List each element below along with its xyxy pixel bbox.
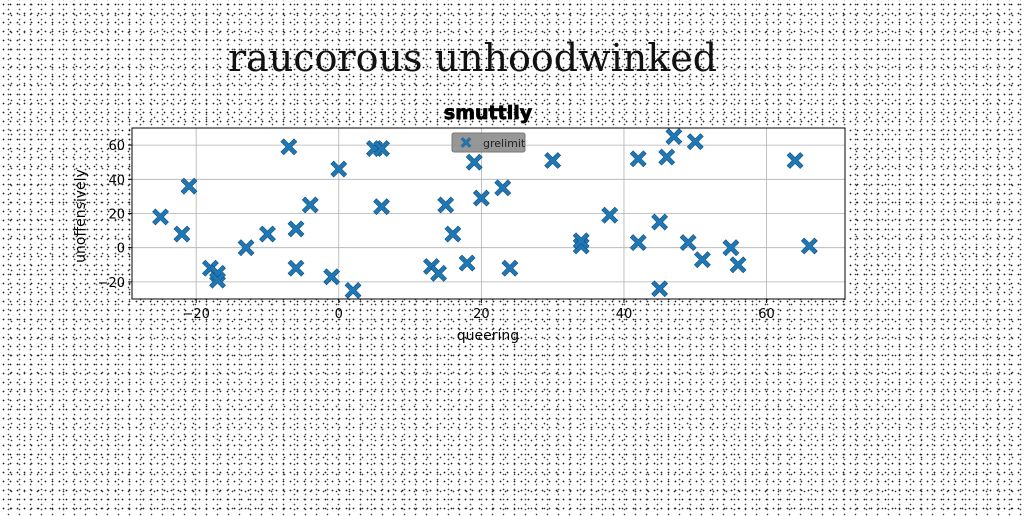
data-point xyxy=(287,220,305,238)
data-point xyxy=(209,271,226,289)
data-point xyxy=(800,237,818,255)
data-point xyxy=(729,256,747,274)
x-tick-label: 40 xyxy=(616,307,633,322)
legend: grelimit xyxy=(451,132,526,153)
x-tick-label: −20 xyxy=(182,307,209,322)
data-point xyxy=(301,196,319,214)
data-point xyxy=(722,239,740,257)
data-point xyxy=(601,206,619,224)
data-point xyxy=(373,140,390,157)
data-point xyxy=(665,128,683,145)
data-point xyxy=(786,152,804,169)
x-axis-label: queering xyxy=(457,328,519,344)
legend-marker-x xyxy=(460,137,472,148)
y-tick-label: −20 xyxy=(98,276,125,291)
data-point xyxy=(330,160,348,178)
x-tick-label: 0 xyxy=(335,307,343,322)
data-point xyxy=(629,150,647,168)
chart-title: smuttily xyxy=(444,102,533,124)
axis-ticks: −20 0 20 40 60 −20 0 20 40 60 xyxy=(98,139,775,322)
x-tick-label: 20 xyxy=(473,307,490,322)
data-point xyxy=(344,282,362,299)
data-point xyxy=(501,259,519,277)
data-point xyxy=(472,189,490,207)
data-point xyxy=(323,268,341,286)
data-point xyxy=(259,225,276,243)
y-tick-label: 60 xyxy=(108,139,125,154)
data-point xyxy=(465,153,483,171)
data-point xyxy=(280,138,298,156)
y-tick-label: 40 xyxy=(108,173,125,188)
data-point xyxy=(572,232,590,250)
data-point xyxy=(629,234,647,251)
data-point xyxy=(444,225,462,243)
y-tick-label: 20 xyxy=(108,208,125,223)
page-title: raucorous unhoodwinked xyxy=(228,36,718,80)
data-point xyxy=(373,198,390,216)
legend-label: grelimit xyxy=(483,137,526,150)
x-tick-label: 60 xyxy=(758,307,775,322)
data-point xyxy=(494,179,512,197)
data-point xyxy=(287,259,305,277)
data-point xyxy=(173,225,191,243)
data-point xyxy=(679,234,697,251)
legend-box xyxy=(451,132,526,153)
y-tick-label: 0 xyxy=(117,242,125,257)
data-point xyxy=(152,208,169,226)
data-point xyxy=(437,196,455,214)
data-point xyxy=(651,213,669,231)
grid xyxy=(132,128,845,299)
data-point xyxy=(544,152,562,169)
data-point xyxy=(693,251,711,269)
data-point xyxy=(180,177,198,195)
data-point xyxy=(658,148,676,166)
data-points xyxy=(152,128,818,299)
data-point xyxy=(458,254,476,272)
data-point xyxy=(686,133,704,151)
data-point xyxy=(237,239,255,257)
legend-marker xyxy=(460,137,472,148)
data-point xyxy=(651,280,669,298)
data-point xyxy=(430,264,448,282)
y-axis-label: unoffensively xyxy=(73,169,89,263)
